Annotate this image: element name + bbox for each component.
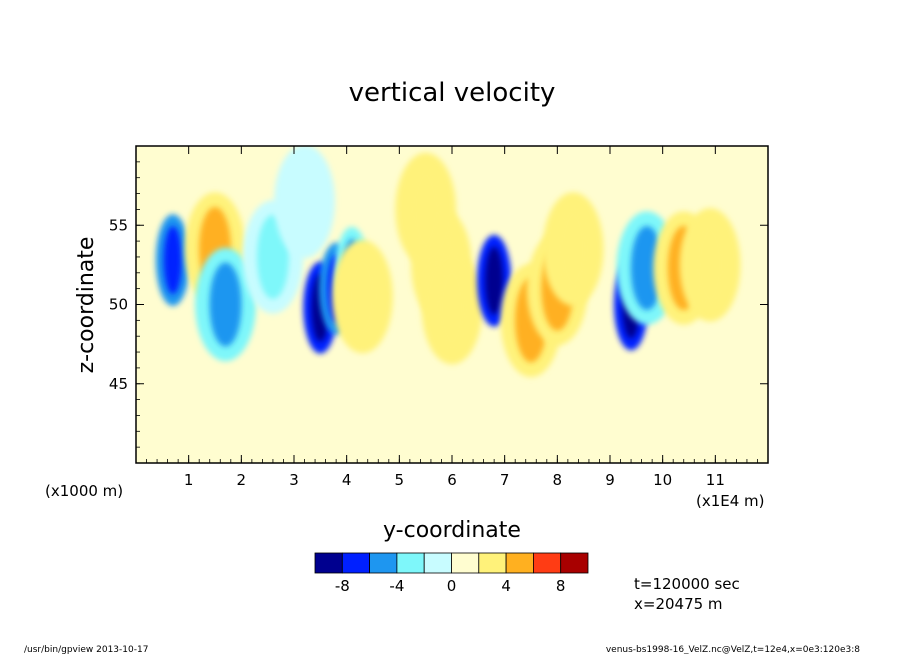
x-scale-label: (x1E4 m)	[696, 492, 765, 510]
y-axis-title: z-coordinate	[74, 237, 99, 374]
x-tick-label: 2	[237, 471, 247, 489]
field-cell	[436, 265, 468, 350]
x-tick-label: 6	[447, 471, 457, 489]
y-tick-label: 45	[109, 375, 128, 393]
field-cell	[163, 226, 182, 295]
footer-program: /usr/bin/gpview 2013-10-17	[24, 645, 148, 654]
x-tick-label: 5	[395, 471, 405, 489]
colorbar-tick-label: -4	[389, 577, 404, 595]
colorbar-swatch	[505, 552, 534, 574]
colorbar-tick-label: 0	[447, 577, 457, 595]
colorbar-swatch	[533, 552, 562, 574]
field-cell	[209, 262, 242, 347]
x-tick-label: 4	[342, 471, 352, 489]
colorbar-swatch	[423, 552, 452, 574]
colorbar-swatch	[314, 552, 343, 574]
colorbar-tick-label: 4	[501, 577, 511, 595]
field-cell	[288, 159, 321, 244]
x-axis-title: y-coordinate	[383, 518, 521, 543]
footer-source: venus-bs1998-16_VelZ.nc@VelZ,t=12e4,x=0e…	[606, 645, 860, 654]
field-cell	[409, 167, 442, 252]
y-axis: 45 50 55	[109, 161, 768, 448]
time-label: t=120000 sec	[634, 575, 740, 593]
x-tick-label: 1	[184, 471, 194, 489]
colorbar-swatch	[396, 552, 425, 574]
chart-title: vertical velocity	[349, 78, 556, 108]
heatmap-field	[155, 146, 741, 378]
colorbar-swatch	[560, 552, 589, 574]
colorbar-swatch	[341, 552, 370, 574]
x-tick-label: 8	[553, 471, 563, 489]
position-label: x=20475 m	[634, 595, 723, 613]
colorbar-tick-label: -8	[335, 577, 350, 595]
y-tick-label: 55	[109, 216, 128, 234]
field-cell	[630, 226, 663, 311]
x-tick-label: 11	[706, 471, 725, 489]
colorbar-swatch	[478, 552, 507, 574]
colorbar-swatch	[451, 552, 480, 574]
x-axis: 1 2 3 4 5 6 7 8 9 10 11	[146, 146, 769, 489]
x-tick-label: 10	[653, 471, 672, 489]
field-cell	[346, 254, 379, 339]
x-tick-label: 3	[289, 471, 299, 489]
x-unit-label: (x1000 m)	[45, 482, 123, 500]
x-tick-label: 7	[500, 471, 510, 489]
field-cell	[485, 246, 504, 315]
x-tick-label: 9	[605, 471, 615, 489]
colorbar: -8 -4 0 4 8	[314, 552, 589, 595]
colorbar-swatch	[369, 552, 398, 574]
field-cell	[557, 207, 590, 292]
y-tick-label: 50	[109, 296, 128, 314]
field-cell	[694, 222, 727, 307]
colorbar-tick-label: 8	[556, 577, 566, 595]
